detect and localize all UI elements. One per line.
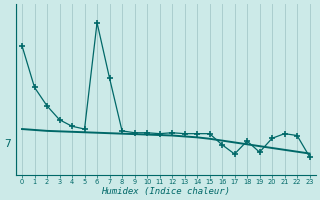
X-axis label: Humidex (Indice chaleur): Humidex (Indice chaleur) [101,187,230,196]
